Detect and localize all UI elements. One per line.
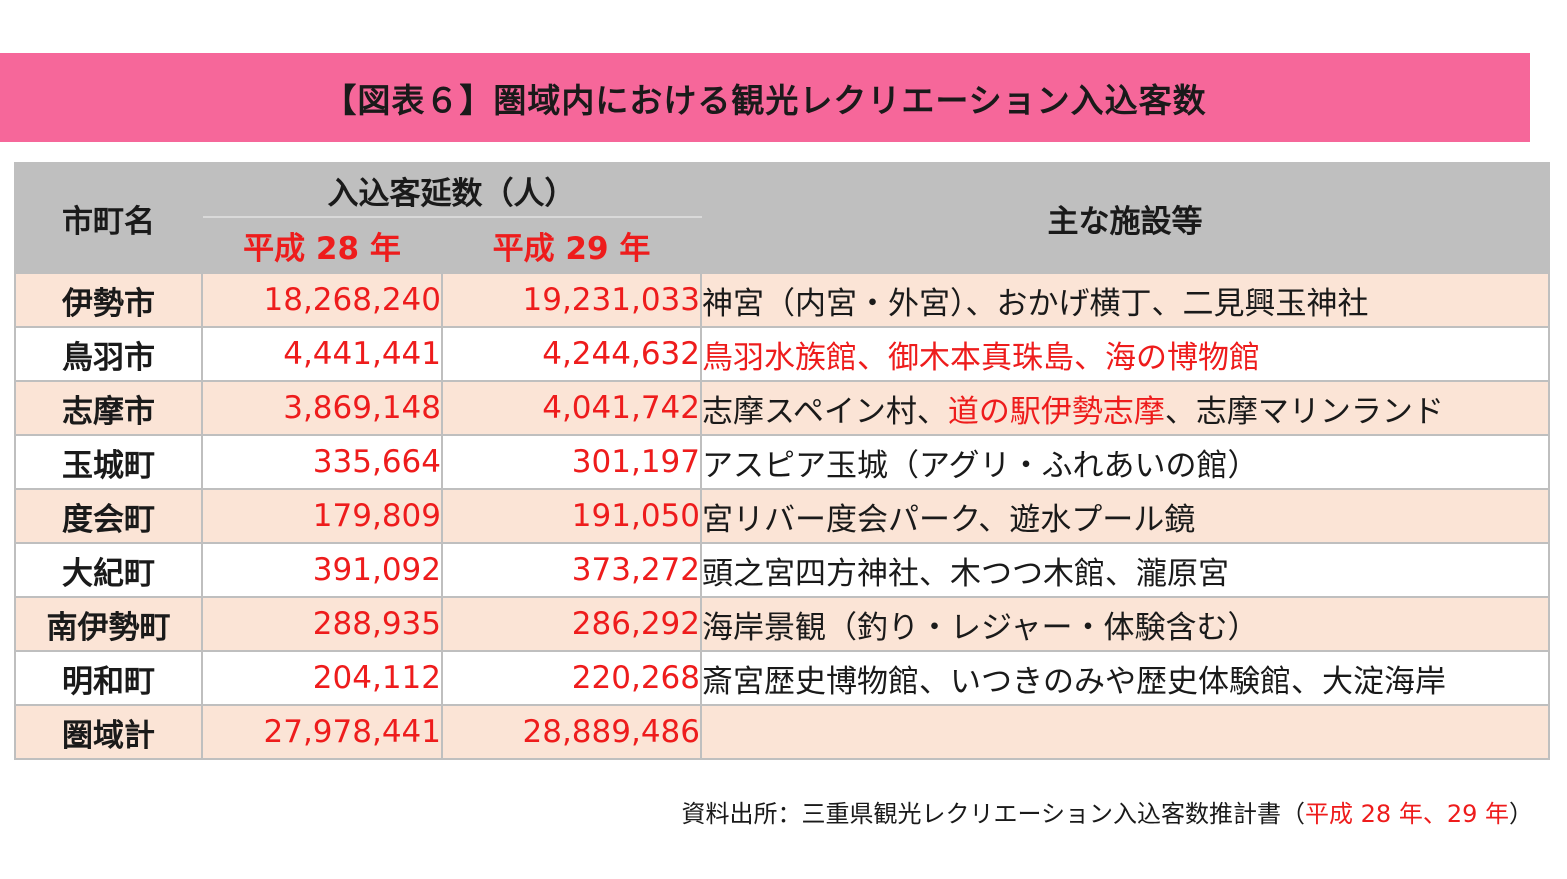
cell-facilities: 頭之宮四方神社、木つつ木館、瀧原宮: [700, 542, 1550, 598]
cell-city: 大紀町: [14, 542, 203, 598]
table-row: 志摩市 3,869,148 4,041,742 志摩スペイン村、道の駅伊勢志摩、志摩マ…: [14, 380, 1550, 436]
table-row: 鳥羽市 4,441,441 4,244,632 鳥羽水族館、御木本真珠島、海の博物館: [14, 326, 1550, 382]
facility-text: 斎宮歴史博物館、いつきのみや歴史体験館、大淀海岸: [702, 663, 1446, 700]
table-row: 圏域計 27,978,441 28,889,486: [14, 704, 1550, 760]
header-facilities: 主な施設等: [700, 162, 1550, 274]
cell-visitors-h28: 27,978,441: [201, 704, 443, 760]
cell-city: 志摩市: [14, 380, 203, 436]
cell-visitors-h28: 18,268,240: [201, 272, 443, 328]
cell-visitors-h29: 4,244,632: [441, 326, 702, 382]
table-row: 明和町 204,112 220,268 斎宮歴史博物館、いつきのみや歴史体験館、大淀海…: [14, 650, 1550, 706]
source-suffix: ）: [1509, 800, 1533, 828]
cell-visitors-h28: 204,112: [201, 650, 443, 706]
page-title: 【図表６】圏域内における観光レクリエーション入込客数: [323, 80, 1207, 120]
cell-visitors-h28: 179,809: [201, 488, 443, 544]
facility-text: 、志摩マリンランド: [1164, 393, 1444, 430]
source-prefix: 資料出所：三重県観光レクリエーション入込客数推計書（: [681, 800, 1306, 828]
source-note: 資料出所：三重県観光レクリエーション入込客数推計書（平成 28 年、29 年）: [682, 794, 1534, 829]
facility-text: 鳥羽水族館、御木本真珠島、海の博物館: [702, 339, 1260, 376]
cell-city: 鳥羽市: [14, 326, 203, 382]
facility-text: 志摩スペイン村、: [702, 393, 948, 430]
cell-facilities: 志摩スペイン村、道の駅伊勢志摩、志摩マリンランド: [700, 380, 1550, 436]
table-row: 玉城町 335,664 301,197 アスピア玉城（アグリ・ふれあいの館）: [14, 434, 1550, 490]
facility-text: 道の駅伊勢志摩: [947, 393, 1165, 430]
cell-city: 明和町: [14, 650, 203, 706]
cell-visitors-h29: 191,050: [441, 488, 702, 544]
table-row: 南伊勢町 288,935 286,292 海岸景観（釣り・レジャー・体験含む）: [14, 596, 1550, 652]
cell-city: 伊勢市: [14, 272, 203, 328]
cell-city: 玉城町: [14, 434, 203, 490]
cell-visitors-h29: 28,889,486: [441, 704, 702, 760]
source-years: 平成 28 年、29 年: [1305, 800, 1509, 828]
cell-facilities: 海岸景観（釣り・レジャー・体験含む）: [700, 596, 1550, 652]
cell-visitors-h29: 220,268: [441, 650, 702, 706]
cell-facilities: 鳥羽水族館、御木本真珠島、海の博物館: [700, 326, 1550, 382]
cell-visitors-h28: 391,092: [201, 542, 443, 598]
cell-visitors-h29: 286,292: [441, 596, 702, 652]
header-visitors: 入込客延数（人）: [201, 162, 702, 218]
cell-facilities: [700, 704, 1550, 760]
cell-visitors-h29: 19,231,033: [441, 272, 702, 328]
cell-city: 南伊勢町: [14, 596, 203, 652]
cell-facilities: 斎宮歴史博物館、いつきのみや歴史体験館、大淀海岸: [700, 650, 1550, 706]
cell-visitors-h28: 4,441,441: [201, 326, 443, 382]
cell-city: 圏域計: [14, 704, 203, 760]
cell-visitors-h28: 288,935: [201, 596, 443, 652]
cell-visitors-h29: 301,197: [441, 434, 702, 490]
cell-visitors-h29: 373,272: [441, 542, 702, 598]
visitors-table: 市町名 入込客延数（人） 主な施設等 平成 28 年 平成 29 年 伊勢市 18…: [14, 162, 1550, 760]
header-year-h29: 平成 29 年: [441, 216, 702, 274]
header-year-h28: 平成 28 年: [201, 216, 443, 274]
title-banner: 【図表６】圏域内における観光レクリエーション入込客数: [0, 53, 1530, 142]
cell-city: 度会町: [14, 488, 203, 544]
header-city: 市町名: [14, 162, 203, 274]
facility-text: 神宮（内宮・外宮）、おかげ横丁、二見興玉神社: [702, 285, 1369, 322]
cell-facilities: 神宮（内宮・外宮）、おかげ横丁、二見興玉神社: [700, 272, 1550, 328]
table-row: 度会町 179,809 191,050 宮リバー度会パーク、遊水プール鏡: [14, 488, 1550, 544]
cell-visitors-h28: 335,664: [201, 434, 443, 490]
cell-facilities: 宮リバー度会パーク、遊水プール鏡: [700, 488, 1550, 544]
cell-visitors-h28: 3,869,148: [201, 380, 443, 436]
facility-text: 海岸景観（釣り・レジャー・体験含む）: [702, 609, 1259, 646]
table-body: 伊勢市 18,268,240 19,231,033 神宮（内宮・外宮）、おかげ横丁、二…: [14, 272, 1550, 760]
table-row: 大紀町 391,092 373,272 頭之宮四方神社、木つつ木館、瀧原宮: [14, 542, 1550, 598]
facility-text: 宮リバー度会パーク、遊水プール鏡: [702, 501, 1196, 538]
facility-text: 頭之宮四方神社、木つつ木館、瀧原宮: [702, 555, 1229, 592]
table-row: 伊勢市 18,268,240 19,231,033 神宮（内宮・外宮）、おかげ横丁、二…: [14, 272, 1550, 328]
cell-visitors-h29: 4,041,742: [441, 380, 702, 436]
facility-text: アスピア玉城（アグリ・ふれあいの館）: [702, 447, 1259, 484]
cell-facilities: アスピア玉城（アグリ・ふれあいの館）: [700, 434, 1550, 490]
